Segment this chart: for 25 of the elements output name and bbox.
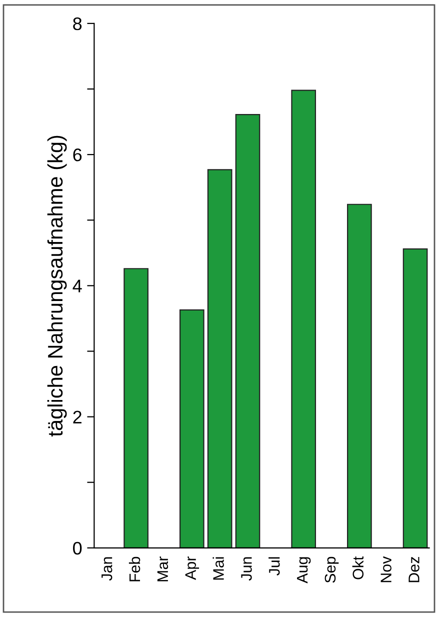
- x-tick-label: Nov: [380, 556, 392, 582]
- x-tick-label: Mar: [157, 556, 168, 582]
- bar: [235, 114, 260, 548]
- x-tick-label: Aug: [297, 557, 311, 584]
- bar: [207, 169, 232, 548]
- y-tick-label: 2: [73, 410, 82, 424]
- x-tick-label: Mai: [212, 557, 224, 580]
- x-tick-label: Feb: [128, 556, 140, 582]
- bar: [124, 268, 148, 548]
- x-tick-label: Jul: [268, 557, 280, 576]
- bar: [291, 90, 316, 548]
- bar: [347, 204, 372, 548]
- x-tick-label: Dez: [408, 556, 420, 582]
- x-tick-label: Jun: [241, 557, 252, 581]
- x-tick-label: Okt: [352, 556, 364, 580]
- y-tick-label: 8: [73, 17, 82, 30]
- y-tick-label: 4: [72, 280, 82, 292]
- x-tick-label: Apr: [185, 556, 200, 580]
- x-tick-label: Sep: [324, 556, 339, 583]
- bar: [402, 248, 428, 548]
- y-tick-label: 0: [73, 542, 82, 555]
- bar: [179, 309, 204, 548]
- x-tick-label: Jan: [102, 557, 112, 581]
- y-axis-title: tägliche Nahrungsaufnahme (kg): [47, 136, 67, 436]
- y-tick-label: 6: [73, 148, 82, 162]
